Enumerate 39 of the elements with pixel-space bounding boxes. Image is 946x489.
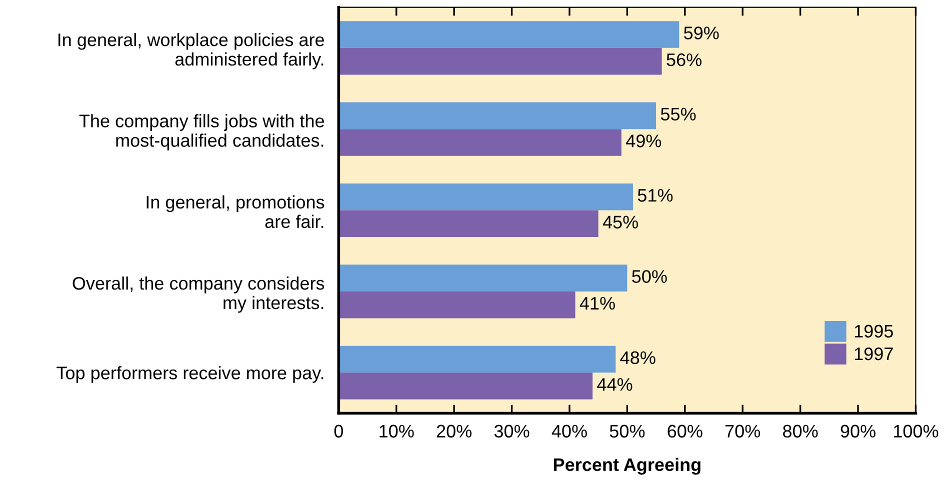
x-tick-label: 40% bbox=[552, 424, 587, 438]
x-tick-label: 90% bbox=[840, 424, 876, 438]
bar bbox=[338, 48, 662, 75]
bar bbox=[338, 372, 593, 400]
x-tick-label: 70% bbox=[725, 424, 760, 438]
x-tick-label: 60% bbox=[668, 424, 702, 438]
x-tick-label: 0 bbox=[334, 424, 343, 438]
bar bbox=[338, 264, 628, 292]
x-tick-label: 50% bbox=[610, 424, 645, 438]
x-tick-label: 80% bbox=[783, 424, 818, 438]
data-label: 59% bbox=[684, 26, 719, 40]
bar bbox=[338, 102, 656, 130]
legend-label: 1995 bbox=[854, 324, 893, 338]
x-axis-title: Percent Agreeing bbox=[554, 458, 700, 475]
bar bbox=[338, 129, 622, 156]
y-tick-label: Overall, the company considers my interests. bbox=[72, 276, 324, 313]
bar bbox=[338, 210, 598, 238]
data-label: 50% bbox=[632, 270, 667, 283]
data-label: 44% bbox=[597, 378, 632, 391]
x-tick-label: 20% bbox=[436, 424, 472, 438]
x-tick-label: 100% bbox=[894, 424, 938, 438]
y-tick-label: The company fills jobs with the most-qualified candidates. bbox=[79, 114, 324, 150]
data-label: 48% bbox=[620, 351, 656, 364]
bar bbox=[338, 291, 576, 318]
y-tick-label: In general, workplace policies are administered fairly. bbox=[58, 32, 324, 70]
bar bbox=[338, 21, 680, 48]
data-label: 45% bbox=[602, 216, 638, 229]
x-tick-label: 30% bbox=[494, 424, 530, 438]
bar bbox=[338, 346, 616, 373]
y-tick-label: Top performers receive more pay. bbox=[56, 366, 324, 383]
data-label: 49% bbox=[626, 134, 662, 148]
x-tick-label: 10% bbox=[380, 424, 414, 438]
y-tick-label: In general, promotions are fair. bbox=[146, 195, 324, 228]
data-label: 41% bbox=[580, 296, 615, 310]
data-label: 51% bbox=[638, 189, 673, 202]
data-label: 56% bbox=[666, 53, 702, 66]
bar bbox=[338, 183, 633, 210]
legend-label: 1997 bbox=[854, 347, 893, 360]
data-label: 55% bbox=[660, 108, 696, 121]
